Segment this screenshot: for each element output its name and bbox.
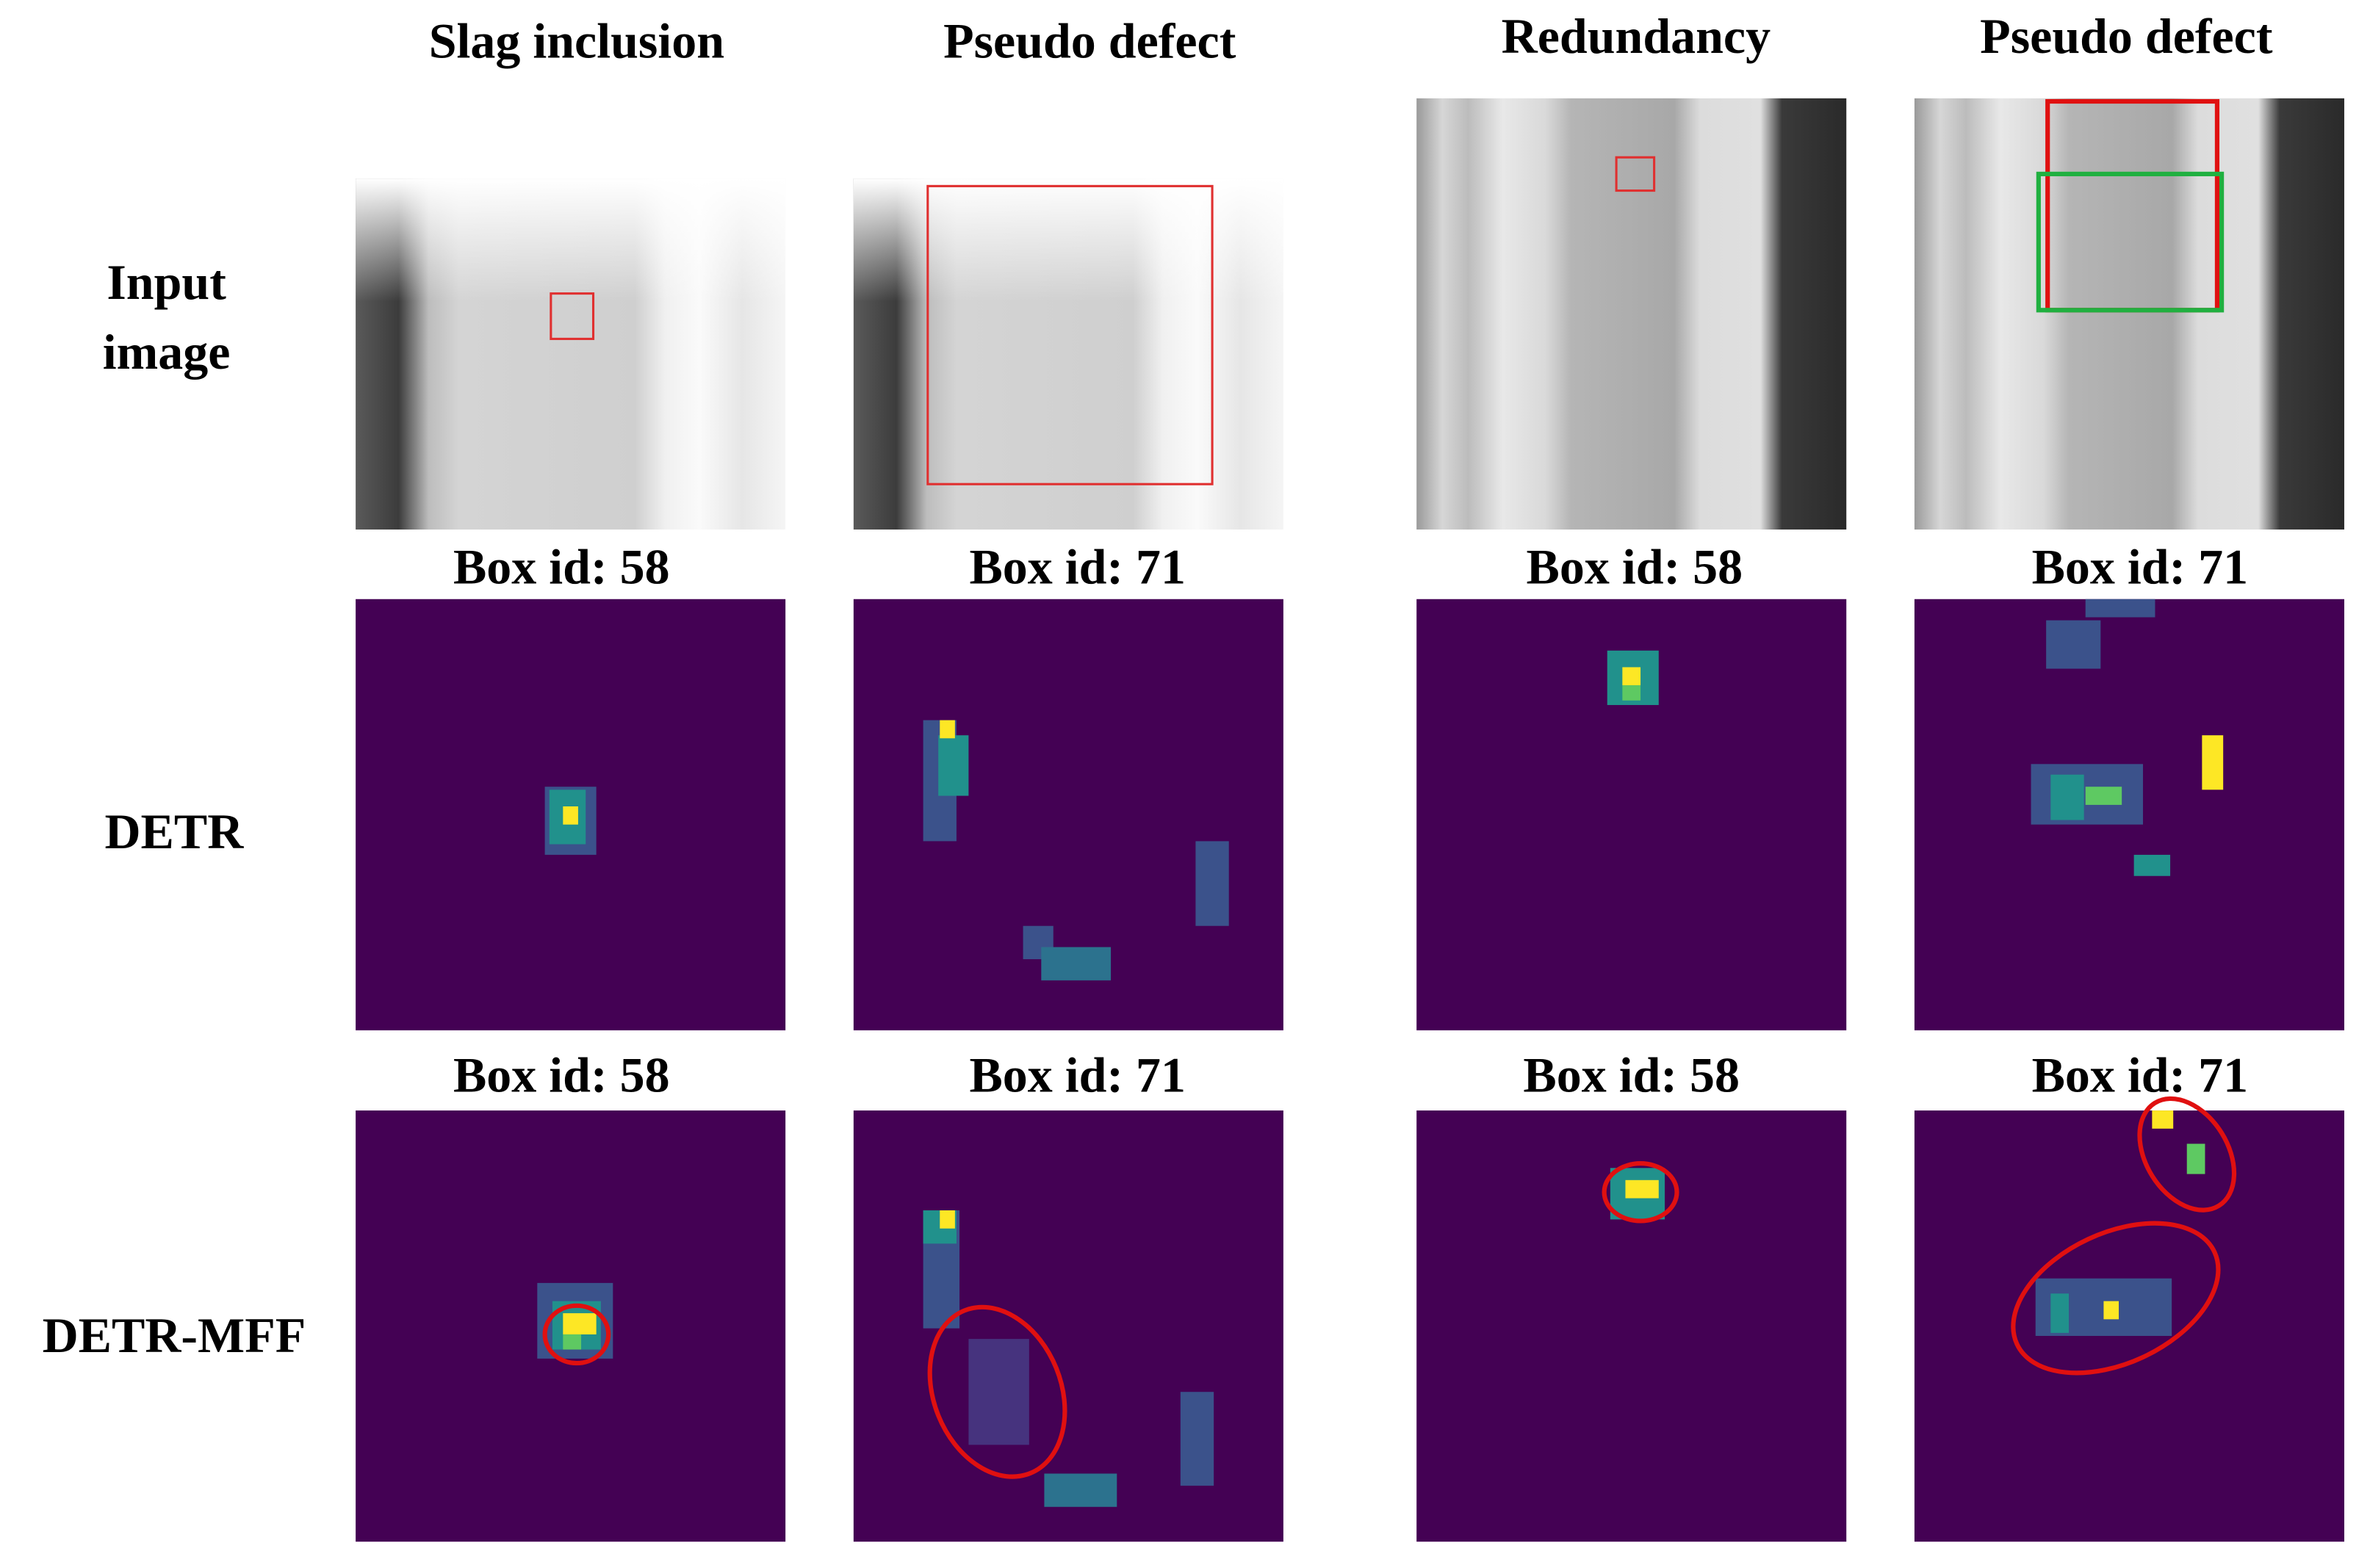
row-label: Input xyxy=(107,254,226,310)
box-id: Box id: 58 xyxy=(1527,538,1743,594)
box-id: Box id: 71 xyxy=(969,538,1186,594)
box-id: Box id: 58 xyxy=(1523,1047,1740,1102)
box-id: Box id: 71 xyxy=(2032,1047,2249,1102)
row-label: DETR-MFF xyxy=(43,1307,306,1363)
heatmap xyxy=(853,599,1283,1030)
box-id: Box id: 71 xyxy=(2032,538,2249,594)
column-title: Pseudo defect xyxy=(1980,8,2273,64)
box-id: Box id: 71 xyxy=(969,1047,1186,1102)
input-image xyxy=(853,178,1283,530)
box-id: Box id: 58 xyxy=(453,538,670,594)
heatmap xyxy=(1416,1110,1847,1542)
row-label: image xyxy=(103,324,231,380)
heatmap xyxy=(356,599,786,1030)
column-title: Slag inclusion xyxy=(429,12,724,68)
input-image xyxy=(1416,98,1847,530)
column-title: Redundancy xyxy=(1502,8,1771,64)
heatmap xyxy=(356,1110,786,1542)
heatmap xyxy=(853,1110,1283,1542)
heatmap xyxy=(1416,599,1847,1030)
heatmap xyxy=(1914,1096,2344,1542)
input-image xyxy=(1914,98,2344,530)
input-image xyxy=(356,178,786,530)
column-title: Pseudo defect xyxy=(943,12,1236,68)
row-label: DETR xyxy=(104,803,244,859)
box-id: Box id: 58 xyxy=(453,1047,670,1102)
heatmap xyxy=(1914,599,2344,1030)
